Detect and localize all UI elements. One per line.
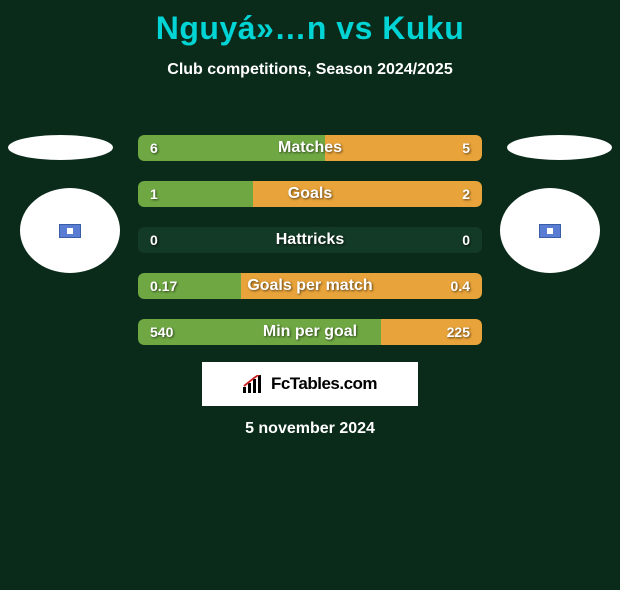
right-header-ellipse [507,135,612,160]
page-subtitle: Club competitions, Season 2024/2025 [0,61,620,79]
fctables-logo: FcTables.com [202,362,418,406]
stat-bar-row: 65Matches [138,135,482,161]
flag-icon [539,224,561,238]
left-player-badge [20,188,120,273]
right-player-badge [500,188,600,273]
flag-icon [59,224,81,238]
bar-label: Matches [138,135,482,161]
logo-text: FcTables.com [271,374,377,394]
stat-bar-row: 12Goals [138,181,482,207]
bar-label: Min per goal [138,319,482,345]
bar-label: Goals [138,181,482,207]
stats-bars: 65Matches 12Goals 00Hattricks 0.170.4Goals … [138,135,482,365]
page-title: Nguyá»…n vs Kuku [0,10,620,47]
bar-chart-icon [243,375,265,393]
bar-label: Hattricks [138,227,482,253]
bar-label: Goals per match [138,273,482,299]
date-label: 5 november 2024 [0,420,620,438]
stat-bar-row: 00Hattricks [138,227,482,253]
stat-bar-row: 0.170.4Goals per match [138,273,482,299]
stat-bar-row: 540225Min per goal [138,319,482,345]
left-header-ellipse [8,135,113,160]
